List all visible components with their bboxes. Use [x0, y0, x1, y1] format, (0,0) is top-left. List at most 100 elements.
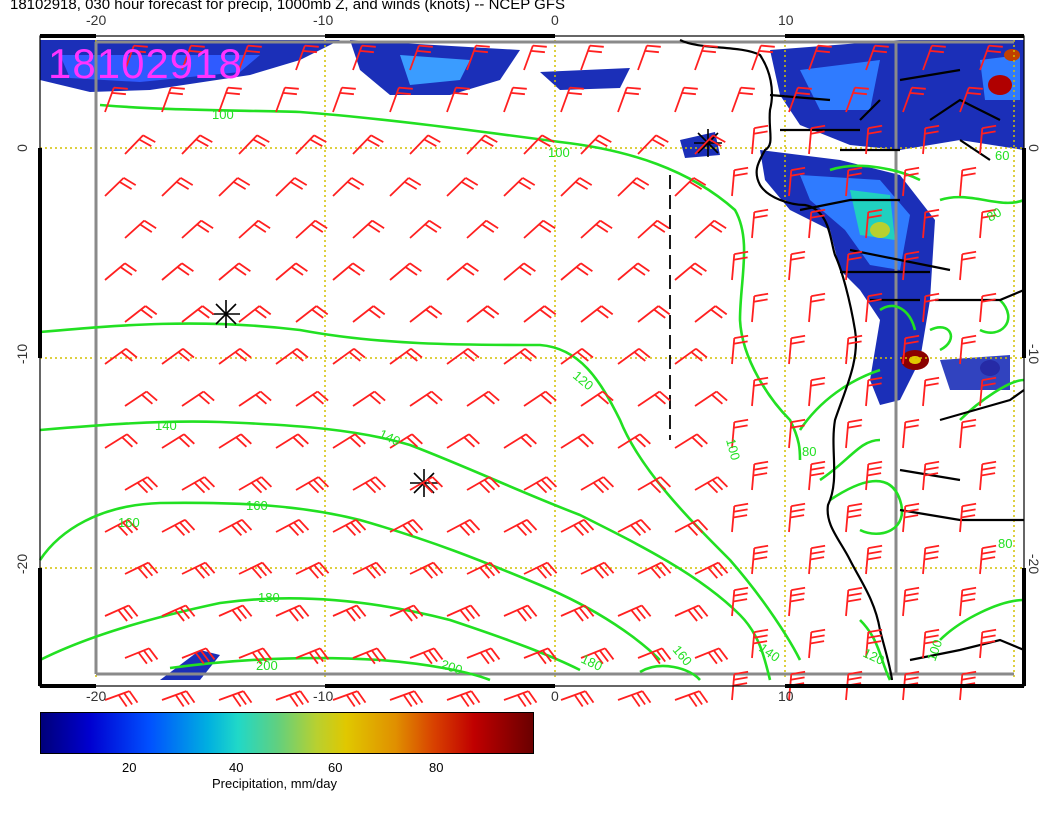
wind-barb: [409, 219, 442, 239]
lon-tick-top: -10: [313, 12, 334, 28]
wind-barb: [104, 177, 137, 197]
wind-barb: [788, 250, 806, 281]
wind-barb: [788, 418, 806, 449]
wind-barb: [124, 647, 159, 665]
lat-tick-right: -10: [1026, 343, 1043, 365]
wind-barb: [580, 390, 614, 407]
wind-barb: [788, 166, 806, 197]
wind-barb: [295, 305, 329, 323]
wind-barb: [560, 86, 584, 113]
wind-barb: [332, 690, 367, 708]
wind-barb: [218, 262, 251, 281]
wind-barb: [161, 519, 196, 537]
wind-barb: [181, 44, 205, 71]
wind-barb: [181, 561, 216, 579]
wind-barb: [523, 305, 557, 323]
wind-barb: [865, 208, 883, 239]
precip-colorbar: [40, 712, 534, 754]
wind-barb: [389, 86, 413, 113]
wind-barb: [238, 561, 273, 579]
wind-barb: [352, 134, 384, 155]
height-contours: [38, 103, 1025, 682]
wind-barb: [922, 460, 940, 491]
wind-barb: [922, 376, 940, 407]
wind-barb: [617, 177, 650, 197]
wind-barb: [389, 519, 424, 537]
wind-barb: [674, 347, 708, 365]
wind-barb: [295, 561, 330, 579]
wind-barb: [902, 86, 926, 113]
wind-barb: [637, 219, 670, 239]
wind-barb: [902, 250, 920, 281]
lon-tick-bottom: -20: [86, 688, 107, 704]
wind-barb: [788, 334, 806, 365]
wind-barb: [979, 628, 997, 659]
wind-barb: [560, 604, 595, 622]
wind-barb: [181, 476, 216, 494]
wind-barb: [845, 86, 869, 113]
map-title: 18102918, 030 hour forecast for precip, …: [10, 0, 565, 13]
lat-tick-left: 0: [13, 144, 30, 152]
wind-barb: [694, 561, 729, 579]
star-marker: [694, 129, 722, 157]
wind-barb: [808, 544, 826, 575]
wind-barb: [446, 690, 481, 708]
wind-barb: [731, 670, 749, 701]
wind-barb: [788, 86, 812, 113]
wind-barb: [238, 44, 262, 71]
wind-barb: [694, 134, 726, 155]
lat-tick-right: -20: [1026, 553, 1043, 575]
wind-barb: [788, 502, 806, 533]
wind-barb: [409, 305, 443, 323]
wind-barb: [580, 134, 612, 155]
wind-barb: [731, 502, 749, 533]
wind-barb: [979, 124, 997, 155]
wind-barb: [617, 262, 650, 281]
wind-barb: [238, 219, 271, 239]
wind-barb: [979, 208, 997, 239]
wind-barb: [332, 347, 366, 365]
wind-barb: [902, 502, 920, 533]
wind-barb: [238, 305, 272, 323]
wind-barb: [275, 177, 308, 197]
wind-barb: [389, 347, 423, 365]
wind-barb: [161, 347, 195, 365]
wind-barb: [580, 44, 604, 71]
wind-barb: [466, 647, 501, 665]
wind-barb: [637, 390, 671, 407]
contour-label: 160: [246, 498, 268, 513]
wind-barb: [161, 604, 196, 622]
wind-barb: [808, 44, 832, 71]
wind-barb: [788, 586, 806, 617]
lat-tick-left: -20: [14, 553, 31, 575]
wind-barb: [694, 390, 728, 407]
precip-field: [40, 40, 1024, 680]
wind-barb: [409, 647, 444, 665]
wind-barb: [181, 134, 213, 155]
wind-barb: [238, 647, 273, 665]
wind-barb: [161, 86, 185, 113]
lon-tick-top: 0: [551, 12, 559, 28]
wind-barb: [466, 476, 501, 494]
wind-barb: [218, 86, 242, 113]
wind-barb: [218, 433, 252, 449]
wind-barb: [731, 250, 749, 281]
wind-barb: [979, 544, 997, 575]
wind-barb: [181, 647, 216, 665]
wind-barb: [694, 219, 727, 239]
wind-barb: [865, 376, 883, 407]
contour-label: 100: [723, 437, 743, 462]
wind-barb: [580, 561, 615, 579]
wind-barb: [674, 262, 707, 281]
wind-barb: [580, 219, 613, 239]
wind-barb: [979, 44, 1003, 71]
wind-barb: [674, 604, 709, 622]
wind-barb: [275, 262, 308, 281]
wind-barb: [523, 476, 558, 494]
wind-barb: [959, 334, 977, 365]
wind-barb: [181, 390, 215, 407]
wind-barb: [409, 561, 444, 579]
wind-barb: [124, 476, 159, 494]
contour-label: 140: [155, 418, 177, 433]
wind-barb: [808, 460, 826, 491]
